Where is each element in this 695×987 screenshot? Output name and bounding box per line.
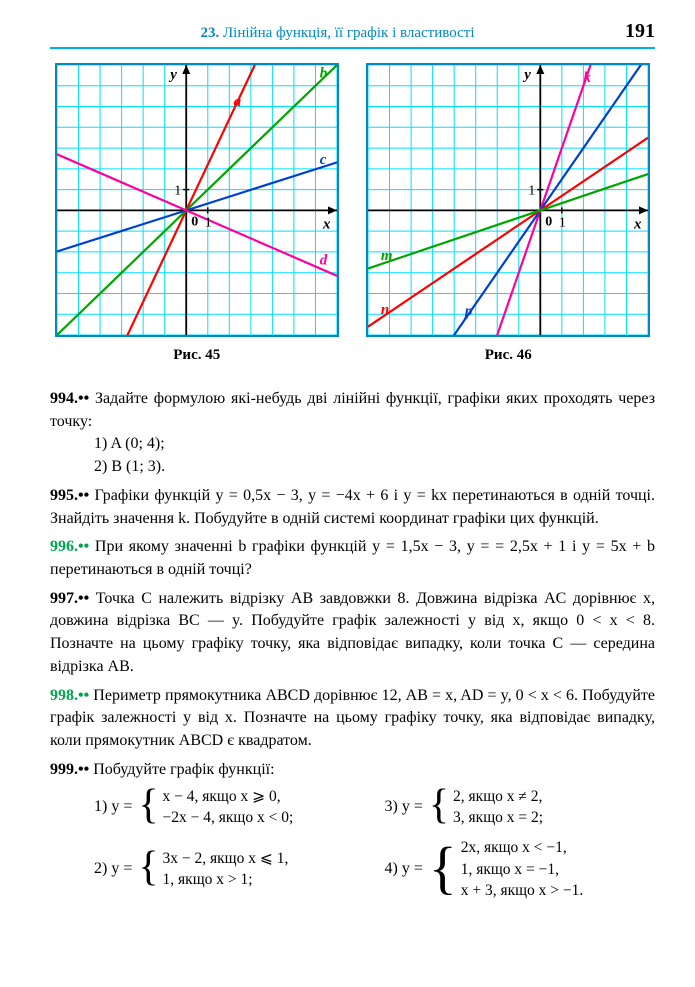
problem-996-num: 996.•• [50, 538, 89, 555]
svg-text:0: 0 [546, 214, 553, 229]
problem-999-num: 999.•• [50, 761, 89, 778]
svg-text:n: n [381, 302, 389, 318]
svg-text:1: 1 [174, 184, 181, 199]
problem-998: 998.•• Периметр прямокутника ABCD дорівн… [50, 685, 655, 753]
problem-994-sub1: 1) A (0; 4); [50, 433, 655, 456]
brace-icon: { [138, 793, 158, 818]
figure-46: k p n m 01 1 x y Рис. 46 [362, 63, 656, 380]
section-title: 23. Лінійна функція, її графік і властив… [50, 25, 625, 42]
problem-999: 999.•• Побудуйте графік функції: 1) y = … [50, 759, 655, 902]
page-number: 191 [625, 20, 655, 43]
svg-text:k: k [584, 70, 592, 86]
page-header: 23. Лінійна функція, її графік і властив… [50, 20, 655, 49]
problem-999-case1: 1) y = { x − 4, якщо x ⩾ 0, −2x − 4, якщ… [94, 786, 365, 829]
brace-icon: { [429, 793, 449, 818]
svg-text:0: 0 [191, 214, 198, 229]
problem-996: 996.•• При якому значенні b графіки функ… [50, 536, 655, 581]
svg-text:y: y [168, 67, 177, 83]
problem-994-sub2: 2) B (1; 3). [50, 456, 655, 479]
svg-text:b: b [320, 66, 328, 82]
brace-icon: { [138, 855, 158, 880]
problem-995-text: Графіки функцій y = 0,5x − 3, y = −4x + … [50, 487, 655, 527]
problem-999-text: Побудуйте графік функції: [93, 761, 274, 778]
figure-46-caption: Рис. 46 [362, 347, 656, 364]
figures-row: abcd011xy Рис. 45 kpnm011xy Рис. 46 [50, 63, 655, 380]
problem-999-case3: 3) y = { 2, якщо x ≠ 2, 3, якщо x = 2; [385, 786, 656, 829]
problem-999-case4: 4) y = { 2x, якщо x < −1, 1, якщо x = −1… [385, 837, 656, 902]
svg-text:1: 1 [529, 184, 536, 199]
svg-text:d: d [320, 252, 328, 268]
figure-45: a b c d 01 1 x y Рис. 45 [50, 63, 344, 380]
problem-995-num: 995.•• [50, 487, 89, 504]
section-text: Лінійна функція, її графік і властивості [223, 25, 475, 41]
problem-997: 997.•• Точка C належить відрізку AB завд… [50, 588, 655, 679]
problem-994: 994.•• Задайте формулою які-небудь дві л… [50, 388, 655, 479]
problem-998-num: 998.•• [50, 687, 89, 704]
problem-995: 995.•• Графіки функцій y = 0,5x − 3, y =… [50, 485, 655, 530]
chart-45: a b c d 01 1 x y [55, 63, 339, 337]
svg-text:a: a [233, 94, 241, 110]
problem-996-text: При якому значенні b графіки функцій y =… [50, 538, 655, 578]
problem-997-num: 997.•• [50, 590, 89, 607]
svg-text:m: m [381, 248, 393, 264]
problem-994-text: Задайте формулою які-небудь дві лінійні … [50, 390, 655, 430]
problem-994-num: 994.•• [50, 390, 89, 407]
svg-text:p: p [463, 303, 473, 319]
problem-999-case2: 2) y = { 3x − 2, якщо x ⩽ 1, 1, якщо x >… [94, 837, 365, 902]
problem-998-text: Периметр прямокутника ABCD дорівнює 12, … [50, 687, 655, 749]
svg-text:c: c [320, 152, 327, 168]
section-number: 23. [201, 25, 220, 41]
svg-text:1: 1 [205, 215, 212, 230]
problem-997-text: Точка C належить відрізку AB завдовжки 8… [50, 590, 655, 675]
svg-text:x: x [322, 216, 331, 232]
svg-text:x: x [633, 216, 642, 232]
svg-text:y: y [523, 67, 532, 83]
problems-list: 994.•• Задайте формулою які-небудь дві л… [50, 388, 655, 902]
figure-45-caption: Рис. 45 [50, 347, 344, 364]
chart-46: k p n m 01 1 x y [366, 63, 650, 337]
svg-text:1: 1 [559, 215, 566, 230]
brace-icon: { [429, 853, 457, 882]
